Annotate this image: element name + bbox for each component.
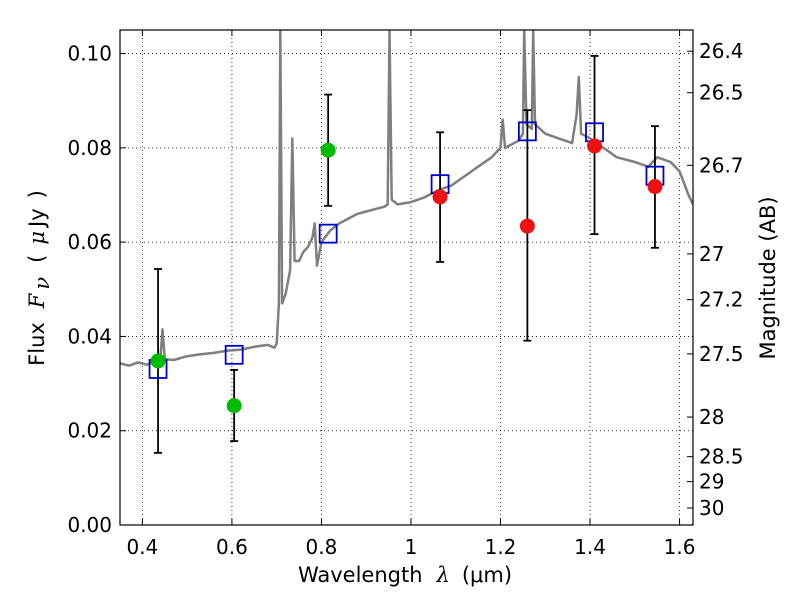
y2-tick-label: 27.2 [699,288,744,312]
y-axis-label-unit-open: ( [25,255,49,263]
x-tick-label: 1 [405,535,418,559]
x-tick-label: 0.6 [216,535,248,559]
y2-tick-label: 29 [699,470,724,494]
y-axis-label-subscript: ν [30,277,54,290]
red-point [432,189,448,205]
y-axis-label-unit-mu: μ [25,231,49,245]
x-axis-label-unit: (μm) [462,563,512,587]
model-box [517,121,537,142]
y-axis-label-unit-close: ) [25,190,49,198]
green-point [320,142,336,158]
axis-ticks: 0.4 0.6 0.8 1 1.2 1.4 1.6 0.00 0.02 0.04 0.06 0.08 0… [67,30,744,559]
y2-tick-label: 26.7 [699,153,744,177]
x-tick-label: 0.8 [306,535,338,559]
y2-tick-label: 26.4 [699,39,744,63]
y2-tick-label: 27.5 [699,342,744,366]
plot-frame [119,29,694,526]
y-tick-label: 0.06 [67,230,112,254]
plot-area [120,30,693,454]
green-point [226,398,242,414]
x-axis-label-symbol: λ [436,563,450,587]
y2-tick-label: 26.5 [699,81,744,105]
y2-tick-label: 30 [699,496,724,520]
y-tick-label: 0.10 [67,42,112,66]
y2-tick-label: 27 [699,242,724,266]
x-tick-label: 0.4 [126,535,158,559]
x-tick-label: 1.4 [574,535,606,559]
spectrum-line [120,30,693,367]
model-box [318,223,338,244]
x-tick-label: 1.2 [485,535,517,559]
grid [120,30,693,526]
y2-axis-label: Magnitude (AB) [756,196,780,359]
model-box [224,344,244,365]
y-axis-label-unit-rest: Jy [25,208,49,229]
y2-tick-label: 28.5 [699,445,744,469]
y-axis-label-symbol: F [25,292,49,309]
y-tick-label: 0.08 [67,136,112,160]
red-point [647,179,663,195]
y-tick-label: 0.04 [67,324,112,348]
green-point [150,353,166,369]
red-point [587,138,603,154]
y-tick-label: 0.00 [67,513,112,537]
x-tick-label: 1.6 [664,535,696,559]
x-axis-label-text: Wavelength [298,563,423,587]
x-axis-label: Wavelength λ (μm) [298,563,512,587]
y2-tick-label: 28 [699,405,724,429]
y-axis-label-text: Flux [25,322,49,366]
y-axis-label: Flux F ν ( μ Jy ) [25,190,54,366]
y-tick-label: 0.02 [67,419,112,443]
red-point [519,218,535,234]
